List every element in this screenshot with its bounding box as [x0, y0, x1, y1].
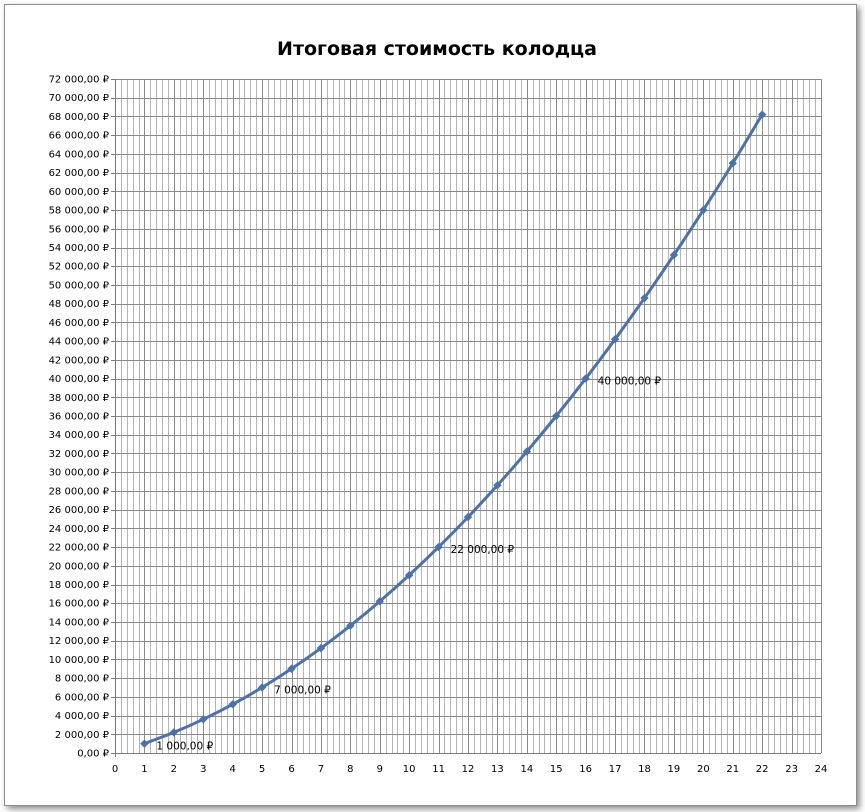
- y-tick-label: 16 000,00 ₽: [49, 599, 110, 610]
- x-axis-tick-labels: 0 1 2 3 4 5 6 7 8 9 10 11 12 13 14 15 16 17 18 19 20 21 22 23 24: [112, 764, 828, 775]
- data-label: 40 000,00 ₽: [598, 376, 662, 388]
- x-tick-label: 6: [288, 764, 294, 775]
- data-label: 1 000,00 ₽: [156, 741, 213, 753]
- x-tick-label: 9: [377, 764, 383, 775]
- y-tick-label: 6 000,00 ₽: [55, 692, 110, 703]
- y-tick-label: 54 000,00 ₽: [49, 243, 110, 254]
- data-point-marker: [552, 411, 561, 421]
- y-tick-label: 64 000,00 ₽: [49, 149, 110, 160]
- y-tick-label: 20 000,00 ₽: [49, 561, 110, 572]
- x-tick-label: 5: [259, 764, 265, 775]
- y-tick-label: 26 000,00 ₽: [49, 505, 110, 516]
- data-point-marker: [757, 110, 767, 119]
- series-line: [143, 113, 764, 746]
- y-tick-label: 8 000,00 ₽: [55, 674, 110, 685]
- y-tick-label: 32 000,00 ₽: [49, 449, 110, 460]
- y-tick-label: 52 000,00 ₽: [49, 262, 110, 273]
- x-tick-label: 18: [638, 764, 651, 775]
- line-chart: Итоговая стоимость колодца 0,00 ₽ 2 000,0…: [49, 38, 828, 775]
- data-point-marker: [375, 597, 384, 606]
- x-tick-label: 21: [726, 764, 739, 775]
- x-tick-label: 19: [668, 764, 681, 775]
- y-tick-label: 42 000,00 ₽: [49, 355, 110, 366]
- data-point-marker: [287, 664, 296, 673]
- x-tick-label: 2: [171, 764, 177, 775]
- x-tick-label: 16: [579, 764, 592, 775]
- y-tick-label: 36 000,00 ₽: [49, 412, 110, 423]
- y-tick-label: 46 000,00 ₽: [49, 318, 110, 329]
- data-point-marker: [199, 715, 208, 724]
- x-tick-label: 8: [347, 764, 353, 775]
- data-labels: 1 000,00 ₽ 7 000,00 ₽ 22 000,00 ₽ 40 000,00…: [156, 376, 661, 753]
- axes: [111, 79, 821, 757]
- data-point-marker: [699, 205, 708, 215]
- data-point-marker: [493, 481, 502, 490]
- y-tick-label: 28 000,00 ₽: [49, 486, 110, 497]
- data-label: 22 000,00 ₽: [451, 544, 515, 556]
- x-tick-label: 10: [403, 764, 416, 775]
- y-tick-label: 2 000,00 ₽: [55, 730, 110, 741]
- data-point-marker: [463, 512, 473, 522]
- y-tick-label: 24 000,00 ₽: [49, 524, 110, 535]
- x-tick-label: 7: [318, 764, 324, 775]
- y-tick-label: 58 000,00 ₽: [49, 206, 110, 217]
- data-point-marker: [728, 159, 737, 168]
- y-tick-label: 50 000,00 ₽: [49, 280, 110, 291]
- y-tick-label: 0,00 ₽: [77, 749, 109, 760]
- y-tick-label: 72 000,00 ₽: [49, 75, 110, 86]
- data-point-marker: [640, 293, 649, 303]
- y-tick-label: 38 000,00 ₽: [49, 393, 110, 404]
- y-tick-label: 34 000,00 ₽: [49, 430, 110, 441]
- data-point-marker: [581, 374, 590, 383]
- y-tick-label: 66 000,00 ₽: [49, 131, 110, 142]
- y-tick-label: 30 000,00 ₽: [49, 468, 110, 479]
- x-tick-label: 20: [697, 764, 710, 775]
- data-point-marker: [257, 683, 267, 692]
- y-tick-label: 22 000,00 ₽: [49, 543, 110, 554]
- y-tick-label: 70 000,00 ₽: [49, 93, 110, 104]
- x-tick-label: 3: [200, 764, 206, 775]
- y-tick-label: 68 000,00 ₽: [49, 112, 110, 123]
- data-point-marker: [346, 621, 355, 630]
- y-tick-label: 62 000,00 ₽: [49, 168, 110, 179]
- x-tick-label: 23: [785, 764, 798, 775]
- y-tick-label: 60 000,00 ₽: [49, 187, 110, 198]
- data-point-marker: [228, 700, 237, 709]
- y-axis-tick-labels: 0,00 ₽ 2 000,00 ₽ 4 000,00 ₽ 6 000,00 ₽ 8 00…: [49, 75, 115, 760]
- y-tick-label: 48 000,00 ₽: [49, 299, 110, 310]
- x-tick-label: 17: [609, 764, 622, 775]
- data-point-marker: [610, 335, 620, 344]
- chart-frame: Итоговая стоимость колодца 0,00 ₽ 2 000,0…: [4, 4, 857, 806]
- data-point-marker: [522, 447, 532, 456]
- x-tick-label: 24: [815, 764, 828, 775]
- x-tick-label: 14: [520, 764, 533, 775]
- x-tick-label: 11: [432, 764, 445, 775]
- chart-title: Итоговая стоимость колодца: [277, 38, 597, 60]
- y-tick-label: 44 000,00 ₽: [49, 337, 110, 348]
- y-tick-label: 18 000,00 ₽: [49, 580, 110, 591]
- x-tick-label: 1: [141, 764, 147, 775]
- x-tick-label: 4: [229, 764, 235, 775]
- grid: [115, 79, 822, 754]
- y-tick-label: 4 000,00 ₽: [55, 711, 110, 722]
- series: [140, 110, 767, 748]
- y-tick-label: 14 000,00 ₽: [49, 617, 110, 628]
- data-point-marker: [669, 250, 679, 260]
- data-point-marker: [404, 570, 414, 580]
- data-point-marker: [316, 643, 326, 653]
- x-tick-label: 15: [550, 764, 563, 775]
- x-tick-label: 12: [462, 764, 475, 775]
- y-tick-label: 12 000,00 ₽: [49, 636, 110, 647]
- y-tick-label: 40 000,00 ₽: [49, 374, 110, 385]
- y-tick-label: 56 000,00 ₽: [49, 224, 110, 235]
- data-point-marker: [434, 542, 443, 552]
- x-tick-label: 0: [112, 764, 118, 775]
- data-label: 7 000,00 ₽: [274, 684, 331, 696]
- data-point-marker: [169, 728, 179, 737]
- data-point-marker: [140, 739, 149, 748]
- y-tick-label: 10 000,00 ₽: [49, 655, 110, 666]
- x-tick-label: 13: [491, 764, 504, 775]
- x-tick-label: 22: [756, 764, 769, 775]
